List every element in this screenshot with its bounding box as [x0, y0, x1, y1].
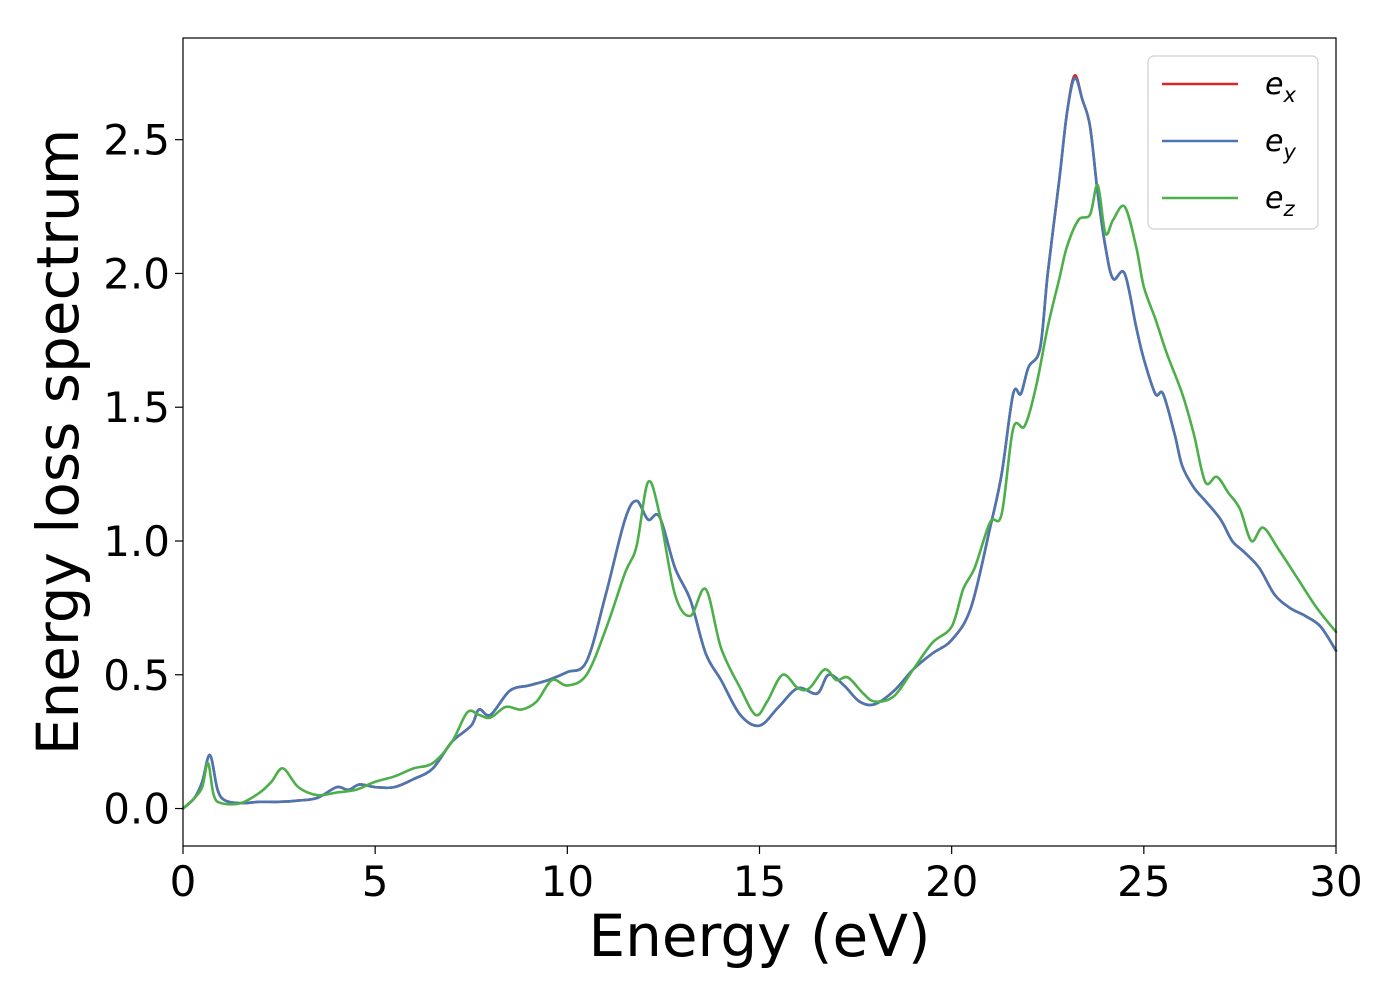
y-tick-label: 2.0: [103, 249, 170, 298]
y-axis: 0.0 0.5 1.0 1.5 2.0 2.5: [103, 116, 183, 834]
legend-label-y: ey: [1265, 124, 1296, 164]
legend: ex ey ez: [1147, 55, 1319, 230]
plot-background: [183, 38, 1336, 846]
x-tick-label: 0: [170, 857, 197, 906]
x-tick-label: 5: [362, 857, 389, 906]
legend-label-x: ex: [1265, 67, 1296, 107]
y-tick-label: 2.5: [103, 116, 170, 165]
x-axis: 0 5 10 15 20 25 30: [170, 846, 1363, 906]
x-tick-label: 10: [541, 857, 594, 906]
x-tick-label: 30: [1309, 857, 1362, 906]
x-tick-label: 25: [1117, 857, 1170, 906]
x-tick-label: 20: [925, 857, 978, 906]
y-tick-label: 0.0: [103, 785, 170, 834]
y-tick-label: 0.5: [103, 651, 170, 700]
series-line-z: [181, 183, 1338, 810]
legend-label-z: ez: [1265, 181, 1295, 221]
y-tick-label: 1.0: [103, 517, 170, 566]
x-tick-label: 15: [733, 857, 786, 906]
y-axis-title: Energy loss spectrum: [24, 129, 92, 755]
series-layer: [181, 74, 1338, 810]
x-axis-title: Energy (eV): [588, 902, 930, 970]
legend-box: [1147, 55, 1319, 230]
y-tick-label: 1.5: [103, 383, 170, 432]
